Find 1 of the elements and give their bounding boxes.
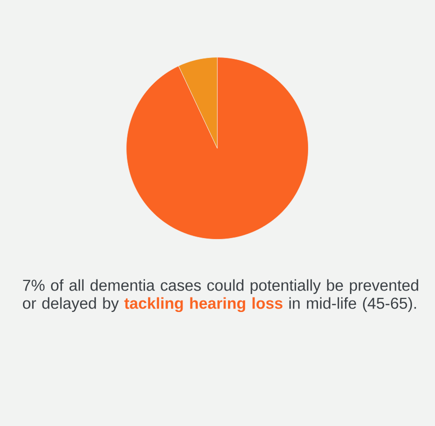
- text: 7% of all dementia cases could potentially be prevented or delayed by tackling hearing loss in mid-life (45-65).: [22, 279, 418, 312]
